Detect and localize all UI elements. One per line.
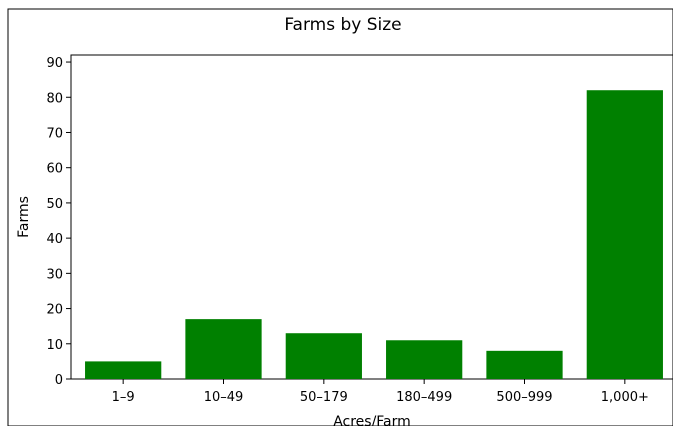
bar-6 (586, 90, 663, 379)
y-tick-label: 70 (46, 126, 63, 141)
y-tick-label: 30 (46, 267, 63, 282)
x-tick-label: 180–499 (396, 390, 452, 405)
bar-5 (486, 350, 563, 379)
y-tick-label: 0 (55, 373, 63, 388)
y-tick-label: 10 (46, 338, 63, 353)
x-tick-label: 500–999 (496, 390, 552, 405)
y-tick-label: 20 (46, 303, 63, 318)
y-tick-label: 80 (46, 91, 63, 106)
y-tick-label: 50 (46, 197, 63, 212)
x-tick-label: 1–9 (112, 390, 135, 405)
y-tick-label: 60 (46, 162, 63, 177)
x-tick-label: 1,000+ (601, 390, 649, 405)
y-axis: 0 10 20 30 40 50 60 70 80 90 (46, 56, 71, 388)
chart-title: Farms by Size (284, 15, 401, 35)
bar-1 (85, 361, 162, 379)
y-tick-label: 40 (46, 232, 63, 247)
x-tick-label: 10–49 (204, 390, 244, 405)
y-axis-label: Farms (16, 196, 32, 238)
bar-series (85, 90, 663, 379)
bar-3 (285, 333, 362, 379)
y-tick-label: 90 (46, 56, 63, 71)
x-axis: 1–9 10–49 50–179 180–499 500–999 1,000+ (112, 379, 649, 405)
bar-2 (185, 319, 262, 379)
x-tick-label: 50–179 (300, 390, 348, 405)
bar-4 (386, 340, 463, 379)
x-axis-label: Acres/Farm (333, 414, 411, 426)
plot-area (70, 54, 673, 380)
